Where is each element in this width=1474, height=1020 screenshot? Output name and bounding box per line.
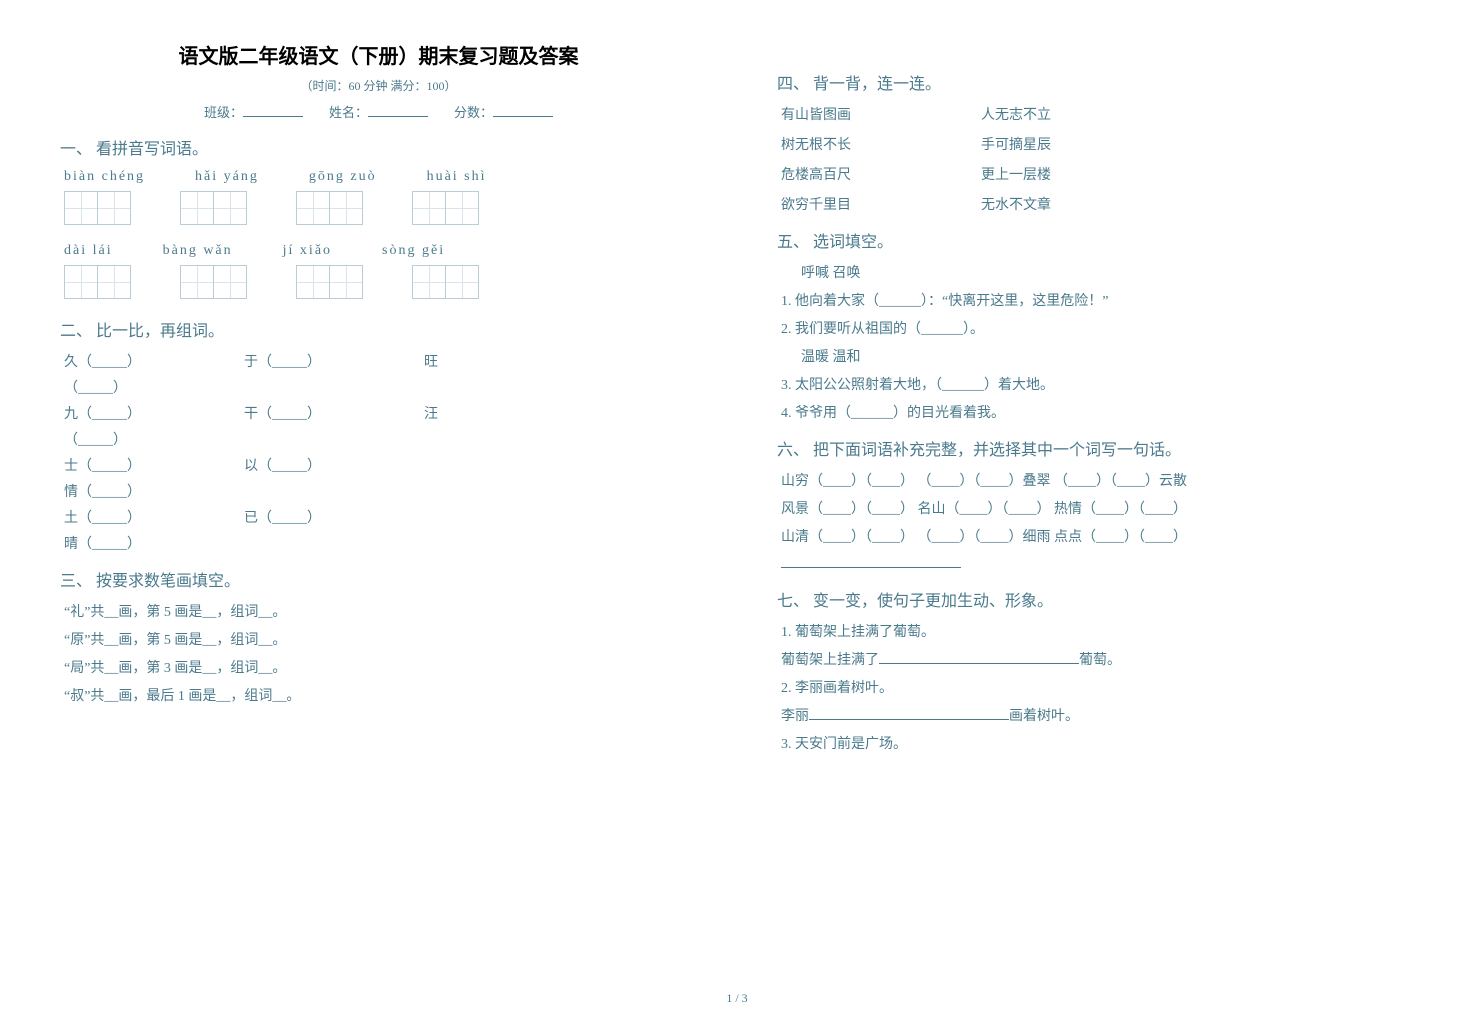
q7-prompt: 3. 天安门前是广场。 — [781, 733, 1414, 753]
tianzige-group[interactable] — [180, 265, 246, 299]
q6-line: 山清（____）（____） （____）（____）细雨 点点（____）（_… — [781, 526, 1414, 546]
q3-line: “礼”共__画，第 5 画是__，组词__。 — [64, 601, 697, 621]
q3-line: “原”共__画，第 5 画是__，组词__。 — [64, 629, 697, 649]
pinyin-item: gōng zuò — [309, 169, 377, 185]
q4-right: 人无志不立 — [981, 104, 1181, 124]
tianzige-group[interactable] — [64, 191, 130, 225]
q2-cell — [244, 377, 424, 397]
q7-prompt: 1. 葡萄架上挂满了葡萄。 — [781, 621, 1414, 641]
q2-cell: （_____） — [64, 377, 244, 397]
q7-pre: 葡萄架上挂满了 — [781, 653, 879, 668]
section-2-head: 二、 比一比，再组词。 — [60, 317, 697, 341]
q2-cell: 士（_____） — [64, 455, 244, 475]
pinyin-item: jí xiǎo — [283, 243, 332, 259]
q5-line: 2. 我们要听从祖国的（______）。 — [781, 318, 1414, 338]
tianzige-group[interactable] — [412, 191, 478, 225]
pinyin-item: huài shì — [427, 169, 487, 185]
pinyin-item: sòng gěi — [382, 243, 445, 259]
pinyin-item: dài lái — [64, 243, 113, 259]
meta-row: 班级： 姓名： 分数： — [60, 102, 697, 121]
right-column: 四、 背一背，连一连。 有山皆图画 人无志不立 树无根不长 手可摘星辰 危楼高百… — [777, 40, 1414, 761]
section-3-head: 三、 按要求数笔画填空。 — [60, 567, 697, 591]
q4-right: 无水不文章 — [981, 194, 1181, 214]
q2-cell: 久（_____） — [64, 351, 244, 371]
q7-prompt: 2. 李丽画着树叶。 — [781, 677, 1414, 697]
class-blank[interactable] — [243, 103, 303, 117]
q7-fill: 李丽 画着树叶。 — [781, 705, 1414, 725]
q2-cell: 土（_____） — [64, 507, 244, 527]
name-label: 姓名： — [329, 105, 368, 120]
tianzige-group[interactable] — [296, 265, 362, 299]
score-label: 分数： — [454, 105, 493, 120]
q2-cell — [424, 533, 484, 553]
pinyin-row-1: biàn chéng hǎi yáng gōng zuò huài shì — [64, 169, 697, 185]
pinyin-item: biàn chéng — [64, 169, 145, 185]
q2-cell: （_____） — [64, 429, 244, 449]
q7-fill: 葡萄架上挂满了 葡萄。 — [781, 649, 1414, 669]
tianzige-group[interactable] — [296, 191, 362, 225]
q3-line: “叔”共__画，最后 1 画是__，组词__。 — [64, 685, 697, 705]
q4-right: 手可摘星辰 — [981, 134, 1181, 154]
q2-cell: 已（_____） — [244, 507, 424, 527]
q2-cell: 旺 — [424, 351, 484, 371]
q2-cell — [424, 507, 484, 527]
q3-line: “局”共__画，第 3 画是__，组词__。 — [64, 657, 697, 677]
q7-post: 葡萄。 — [1079, 653, 1121, 668]
q2-cell — [244, 481, 424, 501]
q2-cell — [244, 533, 424, 553]
boxes-row-2 — [64, 265, 697, 299]
q6-line: 风景（____）（____） 名山（____）（____） 热情（____）（_… — [781, 498, 1414, 518]
q2-cell: 九（_____） — [64, 403, 244, 423]
q4-grid: 有山皆图画 人无志不立 树无根不长 手可摘星辰 危楼高百尺 更上一层楼 欲穷千里… — [781, 104, 1414, 214]
tianzige-group[interactable] — [412, 265, 478, 299]
q7-blank[interactable] — [809, 706, 1009, 720]
exam-subtitle: （时间：60 分钟 满分：100） — [60, 77, 697, 94]
q2-cell — [244, 429, 424, 449]
q7-post: 画着树叶。 — [1009, 709, 1079, 724]
tianzige-group[interactable] — [180, 191, 246, 225]
name-blank[interactable] — [368, 103, 428, 117]
q2-cell — [424, 429, 484, 449]
q2-grid: 久（_____） 于（_____） 旺 （_____） 九（_____） 干（_… — [64, 351, 697, 553]
section-4-head: 四、 背一背，连一连。 — [777, 70, 1414, 94]
q2-cell: 情（_____） — [64, 481, 244, 501]
section-7-head: 七、 变一变，使句子更加生动、形象。 — [777, 587, 1414, 611]
section-5-head: 五、 选词填空。 — [777, 228, 1414, 252]
q4-left: 欲穷千里目 — [781, 194, 981, 214]
pinyin-item: bàng wǎn — [163, 243, 233, 259]
q5-line: 1. 他向着大家（______）：“快离开这里，这里危险！” — [781, 290, 1414, 310]
tianzige-group[interactable] — [64, 265, 130, 299]
left-column: 语文版二年级语文（下册）期末复习题及答案 （时间：60 分钟 满分：100） 班… — [60, 40, 697, 761]
class-label: 班级： — [204, 105, 243, 120]
q6-line: 山穷（____）（____） （____）（____）叠翠 （____）（___… — [781, 470, 1414, 490]
page-number: 1 / 3 — [726, 991, 747, 1006]
q4-right: 更上一层楼 — [981, 164, 1181, 184]
q2-cell — [424, 377, 484, 397]
q2-cell: 以（_____） — [244, 455, 424, 475]
q7-blank[interactable] — [879, 650, 1079, 664]
score-blank[interactable] — [493, 103, 553, 117]
section-1-head: 一、 看拼音写词语。 — [60, 135, 697, 159]
q6-sentence-blank[interactable] — [781, 554, 1414, 573]
q2-cell: 干（_____） — [244, 403, 424, 423]
pinyin-row-2: dài lái bàng wǎn jí xiǎo sòng gěi — [64, 243, 697, 259]
q2-cell — [424, 455, 484, 475]
q4-left: 有山皆图画 — [781, 104, 981, 124]
pinyin-item: hǎi yáng — [195, 169, 259, 185]
q5-words: 呼喊 召唤 — [801, 262, 1414, 282]
boxes-row-1 — [64, 191, 697, 225]
q2-cell: 晴（_____） — [64, 533, 244, 553]
q5-words: 温暖 温和 — [801, 346, 1414, 366]
q5-line: 3. 太阳公公照射着大地，（______）着大地。 — [781, 374, 1414, 394]
section-6-head: 六、 把下面词语补充完整，并选择其中一个词写一句话。 — [777, 436, 1414, 460]
exam-title: 语文版二年级语文（下册）期末复习题及答案 — [60, 40, 697, 69]
q2-cell — [424, 481, 484, 501]
q2-cell: 汪 — [424, 403, 484, 423]
q2-cell: 于（_____） — [244, 351, 424, 371]
q4-left: 树无根不长 — [781, 134, 981, 154]
q4-left: 危楼高百尺 — [781, 164, 981, 184]
q5-line: 4. 爷爷用（______）的目光看着我。 — [781, 402, 1414, 422]
q7-pre: 李丽 — [781, 709, 809, 724]
